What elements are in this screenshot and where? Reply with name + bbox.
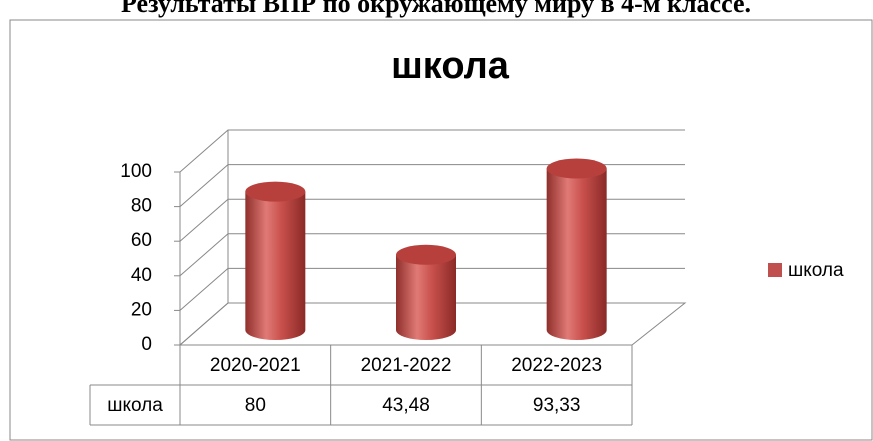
y-tick-label: 80 xyxy=(131,196,152,217)
legend-swatch xyxy=(768,263,782,277)
cylinder-top xyxy=(546,158,607,179)
cylinder xyxy=(396,254,456,340)
page-title: Результаты ВПР по окружающему миру в 4-м… xyxy=(121,0,751,18)
y-tick-label: 0 xyxy=(141,334,152,355)
legend-label: школа xyxy=(788,260,844,281)
chart-frame xyxy=(9,19,873,441)
cylinder xyxy=(245,191,306,340)
cylinder xyxy=(546,168,607,340)
grid-line xyxy=(179,267,685,311)
x-tick-label: 2022-2023 xyxy=(511,355,602,376)
grid-line xyxy=(179,233,685,277)
cylinder-top xyxy=(245,181,306,202)
x-tick-label: 2020-2021 xyxy=(210,355,301,376)
y-tick-label: 40 xyxy=(131,265,152,286)
table-value: 93,33 xyxy=(533,395,581,416)
grid-line xyxy=(179,198,685,242)
y-tick-label: 20 xyxy=(131,299,152,320)
chart-title: школа xyxy=(391,45,510,87)
grid-line xyxy=(179,129,685,173)
y-tick-label: 100 xyxy=(120,161,152,182)
table-value: 43,48 xyxy=(382,395,430,416)
grid-line xyxy=(179,302,685,346)
grid-line xyxy=(179,164,685,207)
table-row-header: школа xyxy=(107,395,163,416)
x-tick-label: 2021-2022 xyxy=(361,355,452,376)
cylinder-top xyxy=(396,244,456,265)
y-tick-label: 60 xyxy=(131,230,152,251)
table-value: 80 xyxy=(245,395,266,416)
